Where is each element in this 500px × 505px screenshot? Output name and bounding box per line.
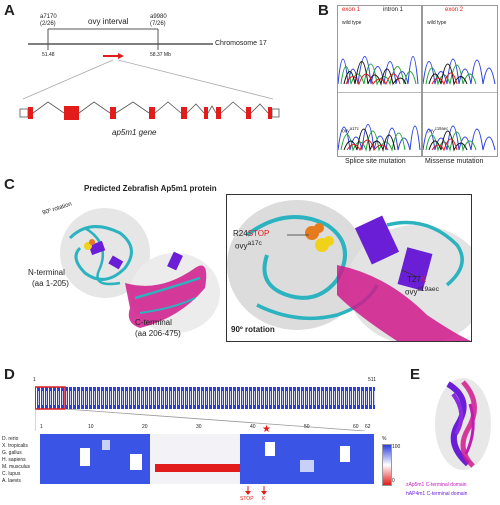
c-terminal-label: C-terminal	[135, 318, 172, 327]
marker-right-pos: 58.37 Mb	[150, 52, 171, 58]
tick-40: 40	[250, 424, 256, 430]
n-terminal-label: N-terminal	[28, 268, 65, 277]
tick-62: 62	[365, 424, 371, 430]
trace-mutant-1	[338, 124, 421, 152]
panel-a	[18, 4, 318, 154]
caption-splice: Splice site mutation	[345, 158, 406, 165]
mutation-arrows	[245, 486, 267, 495]
mutation-star: ★	[262, 424, 271, 435]
t27-label: T27K	[407, 275, 427, 284]
panel-b-label: B	[318, 2, 329, 19]
species-list: D. rerio X. tropicalis G. gallus H. sapi…	[2, 436, 42, 485]
zoom-lines	[35, 409, 366, 431]
panel-e-label: E	[410, 366, 421, 383]
panel-a-label: A	[4, 2, 15, 19]
tick-60: 60	[353, 424, 359, 430]
tick-50: 50	[304, 424, 310, 430]
scale-top: 100	[392, 444, 401, 450]
species-1: X. tropicalis	[2, 443, 28, 449]
species-3: H. sapiens	[2, 457, 26, 463]
chromatogram-missense: exon 2 wild type ovyc19aec	[422, 5, 498, 157]
legend-human: hAP4m1 C-terminal domain	[406, 491, 468, 497]
exon1-label: exon 1	[342, 7, 361, 13]
t27-mutant: ovyc19aec	[405, 286, 439, 297]
tick-row: 1 10 20 30 40 50 60 62	[40, 424, 380, 434]
structure-overlay	[428, 374, 498, 474]
legend-zebrafish: zAp5m1 C-terminal domain	[406, 482, 467, 488]
panel-c-label: C	[4, 176, 15, 193]
c-terminal-range: (aa 206-475)	[135, 329, 181, 338]
r24-mutant: ovya17c	[235, 240, 262, 251]
interval-label: ovy interval	[88, 17, 129, 26]
tick-30: 30	[196, 424, 202, 430]
marker-left-pos: 51.48	[42, 52, 55, 58]
species-5: C. lupus	[2, 471, 21, 477]
full-alignment-heatmap	[34, 386, 375, 410]
zoom-alignment-heatmap	[40, 434, 374, 484]
marker-left: a7170	[40, 14, 57, 20]
species-4: M. musculus	[2, 464, 31, 470]
species-0: D. rerio	[2, 436, 19, 442]
c-terminal-overlay-ribbon	[435, 378, 491, 470]
wild-type-label-1: wild type	[342, 20, 362, 26]
chromosome-label: Chromosome 17	[215, 40, 267, 47]
rotation-big-label: 90º rotation	[231, 325, 275, 334]
tick-20: 20	[142, 424, 148, 430]
r24-label: R24STOP	[233, 229, 270, 238]
exon2-label: exon 2	[445, 7, 464, 13]
caption-missense: Missense mutation	[425, 158, 484, 165]
alignment-start: 1	[33, 377, 36, 383]
intron1-label: intron 1	[383, 7, 404, 13]
zoom-alignment	[40, 434, 374, 486]
n-terminal-range: (aa 1-205)	[32, 279, 69, 288]
protein-ribbon-zoom	[227, 200, 471, 341]
gene-label: ap5m1 gene	[112, 128, 157, 137]
species-6: A. laevis	[2, 478, 21, 484]
alignment-end: 511	[368, 377, 376, 383]
protein-structure-zoom: R24STOP ovya17c T27K ovyc19aec 90º rotat…	[226, 194, 472, 342]
protein-ribbon-overview	[60, 208, 220, 333]
gene-map-diagram	[19, 28, 280, 120]
marker-right-sub: (7/26)	[150, 21, 166, 27]
trace-wild-type-1	[338, 56, 419, 86]
percent-symbol: %	[382, 436, 387, 442]
identity-scale-bar	[382, 444, 392, 486]
marker-left-sub: (2/26)	[40, 21, 56, 27]
full-alignment-strip	[34, 385, 375, 411]
trace-mutant-2	[423, 125, 496, 152]
wild-type-label-2: wild type	[427, 20, 447, 26]
scale-bottom: 0	[392, 478, 395, 484]
protein-title: Predicted Zebrafish Ap5m1 protein	[84, 184, 217, 193]
stop-label: STOP	[240, 496, 254, 502]
marker-right: a9980	[150, 14, 167, 20]
tick-1: 1	[40, 424, 43, 430]
trace-wild-type-2	[423, 58, 496, 86]
k-label: K	[262, 496, 266, 502]
protein-structure-overview	[30, 198, 220, 348]
species-2: G. gallus	[2, 450, 22, 456]
chromatogram-splice: exon 1 intron 1 wild type ovya17c	[337, 5, 422, 157]
panel-d-label: D	[4, 366, 15, 383]
tick-10: 10	[88, 424, 94, 430]
mutant-label-1: ovya17c	[342, 126, 359, 135]
